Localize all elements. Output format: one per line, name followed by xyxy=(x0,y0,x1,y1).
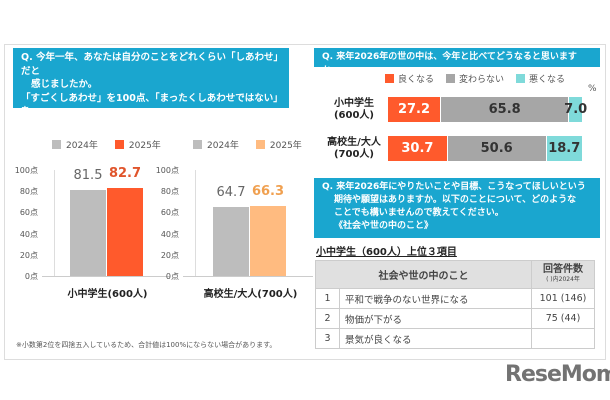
row-label-line: (600人) xyxy=(333,110,374,121)
legend-swatch xyxy=(52,140,61,149)
count xyxy=(531,328,595,349)
y-tick-label: 20点 xyxy=(19,250,38,260)
question-line: 「すごくしあわせ」を100点、「まったくしあわせではない」を xyxy=(21,92,278,118)
data-label: 64.7 xyxy=(216,185,246,201)
item: 物価が下がる xyxy=(339,308,532,329)
question-line: 感じましたか。 xyxy=(31,79,98,90)
bar-segment-悪くなる: 7.0 xyxy=(564,97,587,122)
chart-legend: 良くなる 変わらない 悪くなる xyxy=(385,72,565,85)
bar-2024年 xyxy=(213,207,249,276)
legend-label: 2024年 xyxy=(207,141,239,151)
rank: 1 xyxy=(315,288,340,309)
table-row: 1 平和で戦争のない世界になる 101 (146) xyxy=(315,288,595,309)
question-next-year: Q. 来年2026年の世の中は、今年と比べてどうなると思いますか。 xyxy=(314,48,600,76)
y-tick-label: 0点 xyxy=(24,272,38,281)
table-row: 2 物価が下がる 75 (44) xyxy=(315,308,595,329)
wishes-table: 社会や世の中のこと 回答件数 ( )内2024年 1 平和で戦争のない世界になる 1… xyxy=(315,260,595,349)
bar-value: 50.6 xyxy=(480,141,513,156)
legend-swatch xyxy=(446,74,456,83)
bar-value: 65.8 xyxy=(488,102,521,117)
data-label: 66.3 xyxy=(251,183,285,199)
bar-2024年 xyxy=(70,189,106,276)
table-row: 3 景気が良くなる xyxy=(315,328,595,349)
legend-swatch xyxy=(385,74,394,83)
y-tick-label: 100点 xyxy=(14,166,38,175)
bar-segment-良くなる: 27.2 xyxy=(388,97,441,122)
bar-segment-変わらない: 65.8 xyxy=(441,97,569,122)
footnote: ※小数第2位を四捨五入しているため、合計値は100%にならない場合があります。 xyxy=(16,341,277,349)
question-happiness: Q. 今年一年、あなたは自分のことをどれくらい「しあわせ」だと 感じましたか。 … xyxy=(13,48,289,131)
bar-value: 30.7 xyxy=(401,141,434,156)
y-tick-label: 0点 xyxy=(165,272,179,281)
data-label: 82.7 xyxy=(108,166,142,182)
legend-swatch xyxy=(193,140,202,149)
resemom-logo: ReseMom xyxy=(505,362,610,387)
header-count: 回答件数 ( )内2024年 xyxy=(531,260,595,289)
question-line: 《社会や世の中のこと》 xyxy=(334,221,434,231)
row-label-line: (700人) xyxy=(333,149,374,160)
bar-value: 18.7 xyxy=(548,141,581,156)
chart-legend: 2024年 2025年 xyxy=(193,138,302,151)
legend-swatch xyxy=(114,140,124,149)
question-line: ことでも構いませんので教えてください。 xyxy=(334,208,504,218)
y-tick-label: 40点 xyxy=(19,229,38,239)
x-axis-line xyxy=(183,276,313,277)
y-axis-line xyxy=(54,170,55,276)
bar-value: 7.0 xyxy=(564,102,588,117)
table-title: 小中学生（600人）上位３項目 xyxy=(316,247,457,258)
question-line: 0点としたときに、100点満点で答えてください。 xyxy=(31,119,247,131)
row-label: 小中学生 (600人) xyxy=(322,98,386,122)
bar-2025年 xyxy=(250,205,286,276)
legend-swatch xyxy=(255,140,265,149)
legend-label: 変わらない xyxy=(459,75,505,85)
legend-label: 悪くなる xyxy=(529,75,566,85)
chart-legend: 2024年 2025年 xyxy=(52,138,161,151)
bar-segment-変わらない: 50.6 xyxy=(447,136,546,161)
category-label: 高校生/大人(700人) xyxy=(203,289,298,300)
unit-label: % xyxy=(588,84,597,94)
row-label: 高校生/大人 (700人) xyxy=(322,137,386,161)
bar-value: 27.2 xyxy=(397,102,431,117)
y-tick-label: 20点 xyxy=(160,250,179,260)
data-label: 81.5 xyxy=(73,167,103,183)
bar-segment-良くなる: 30.7 xyxy=(388,136,447,161)
category-label: 小中学生(600人) xyxy=(67,289,148,300)
y-tick-label: 100点 xyxy=(155,166,179,175)
legend-label: 2025年 xyxy=(128,141,161,151)
count: 101 (146) xyxy=(531,288,595,309)
table-header: 社会や世の中のこと 回答件数 ( )内2024年 xyxy=(315,260,595,289)
y-tick-label: 80点 xyxy=(19,187,38,197)
header-count-label: 回答件数 xyxy=(543,263,583,275)
question-line: 期待や願望はありますか。以下のことについて、どのような xyxy=(334,195,577,205)
legend-label: 2024年 xyxy=(66,141,98,151)
y-tick-label: 60点 xyxy=(160,208,179,218)
y-tick-label: 80点 xyxy=(160,187,179,197)
row-label-line: 小中学生 xyxy=(334,98,374,109)
y-tick-label: 60点 xyxy=(19,208,38,218)
y-tick-label: 40点 xyxy=(160,229,179,239)
rank: 3 xyxy=(315,328,340,349)
count: 75 (44) xyxy=(531,308,595,329)
x-axis-line xyxy=(42,276,170,277)
legend-label: 良くなる xyxy=(398,75,435,85)
question-line: Q. 今年一年、あなたは自分のことをどれくらい「しあわせ」だと xyxy=(21,52,279,77)
question-line: Q. 来年2026年にやりたいことや目標、こうなってほしいという xyxy=(322,182,586,192)
question-wishes: Q. 来年2026年にやりたいことや目標、こうなってほしいという 期待や願望はあ… xyxy=(314,178,600,238)
y-axis-line xyxy=(195,170,196,276)
row-label-line: 高校生/大人 xyxy=(327,137,381,148)
legend-label: 2025年 xyxy=(269,141,302,151)
legend-swatch xyxy=(516,74,526,83)
header-count-note: ( )内2024年 xyxy=(546,275,580,283)
bar-2025年 xyxy=(107,188,143,276)
item: 景気が良くなる xyxy=(339,328,532,349)
header-item: 社会や世の中のこと xyxy=(315,260,532,289)
bar-segment-悪くなる: 18.7 xyxy=(546,136,582,161)
item: 平和で戦争のない世界になる xyxy=(339,288,532,309)
rank: 2 xyxy=(315,308,340,329)
